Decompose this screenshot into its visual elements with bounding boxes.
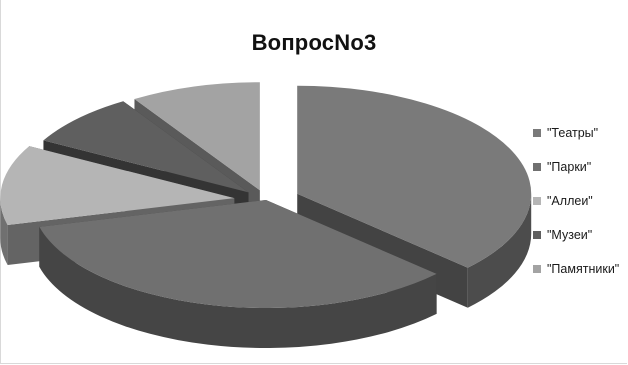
pie-slice-top <box>39 200 437 309</box>
legend-item: "Памятники" <box>533 263 619 275</box>
legend-swatch <box>533 265 541 273</box>
pie-slice-top <box>0 146 235 226</box>
legend-item: "Аллеи" <box>533 195 619 207</box>
legend-item: "Парки" <box>533 161 619 173</box>
legend: "Театры" "Парки" "Аллеи" "Музеи" "Памятники" <box>533 127 619 297</box>
pie-slice-top <box>43 101 249 193</box>
pie-slice-2 <box>39 200 437 348</box>
legend-label: "Музеи" <box>547 228 593 242</box>
chart-title: ВопросNo3 <box>251 30 377 55</box>
pie-slice-top <box>297 85 532 268</box>
legend-item: "Театры" <box>533 127 619 139</box>
pie-slice-rim <box>39 226 437 348</box>
legend-label: "Театры" <box>547 126 599 140</box>
legend-swatch <box>533 129 541 137</box>
legend-item: "Музеи" <box>533 229 619 241</box>
legend-swatch <box>533 231 541 239</box>
legend-swatch <box>533 197 541 205</box>
pie-slice-rim <box>0 198 8 266</box>
legend-label: "Аллеи" <box>547 194 593 208</box>
legend-swatch <box>533 163 541 171</box>
pie-slice-top <box>134 82 260 191</box>
pie-slice-rim <box>467 193 532 308</box>
legend-label: "Парки" <box>547 160 592 174</box>
legend-label: "Памятники" <box>547 262 620 276</box>
